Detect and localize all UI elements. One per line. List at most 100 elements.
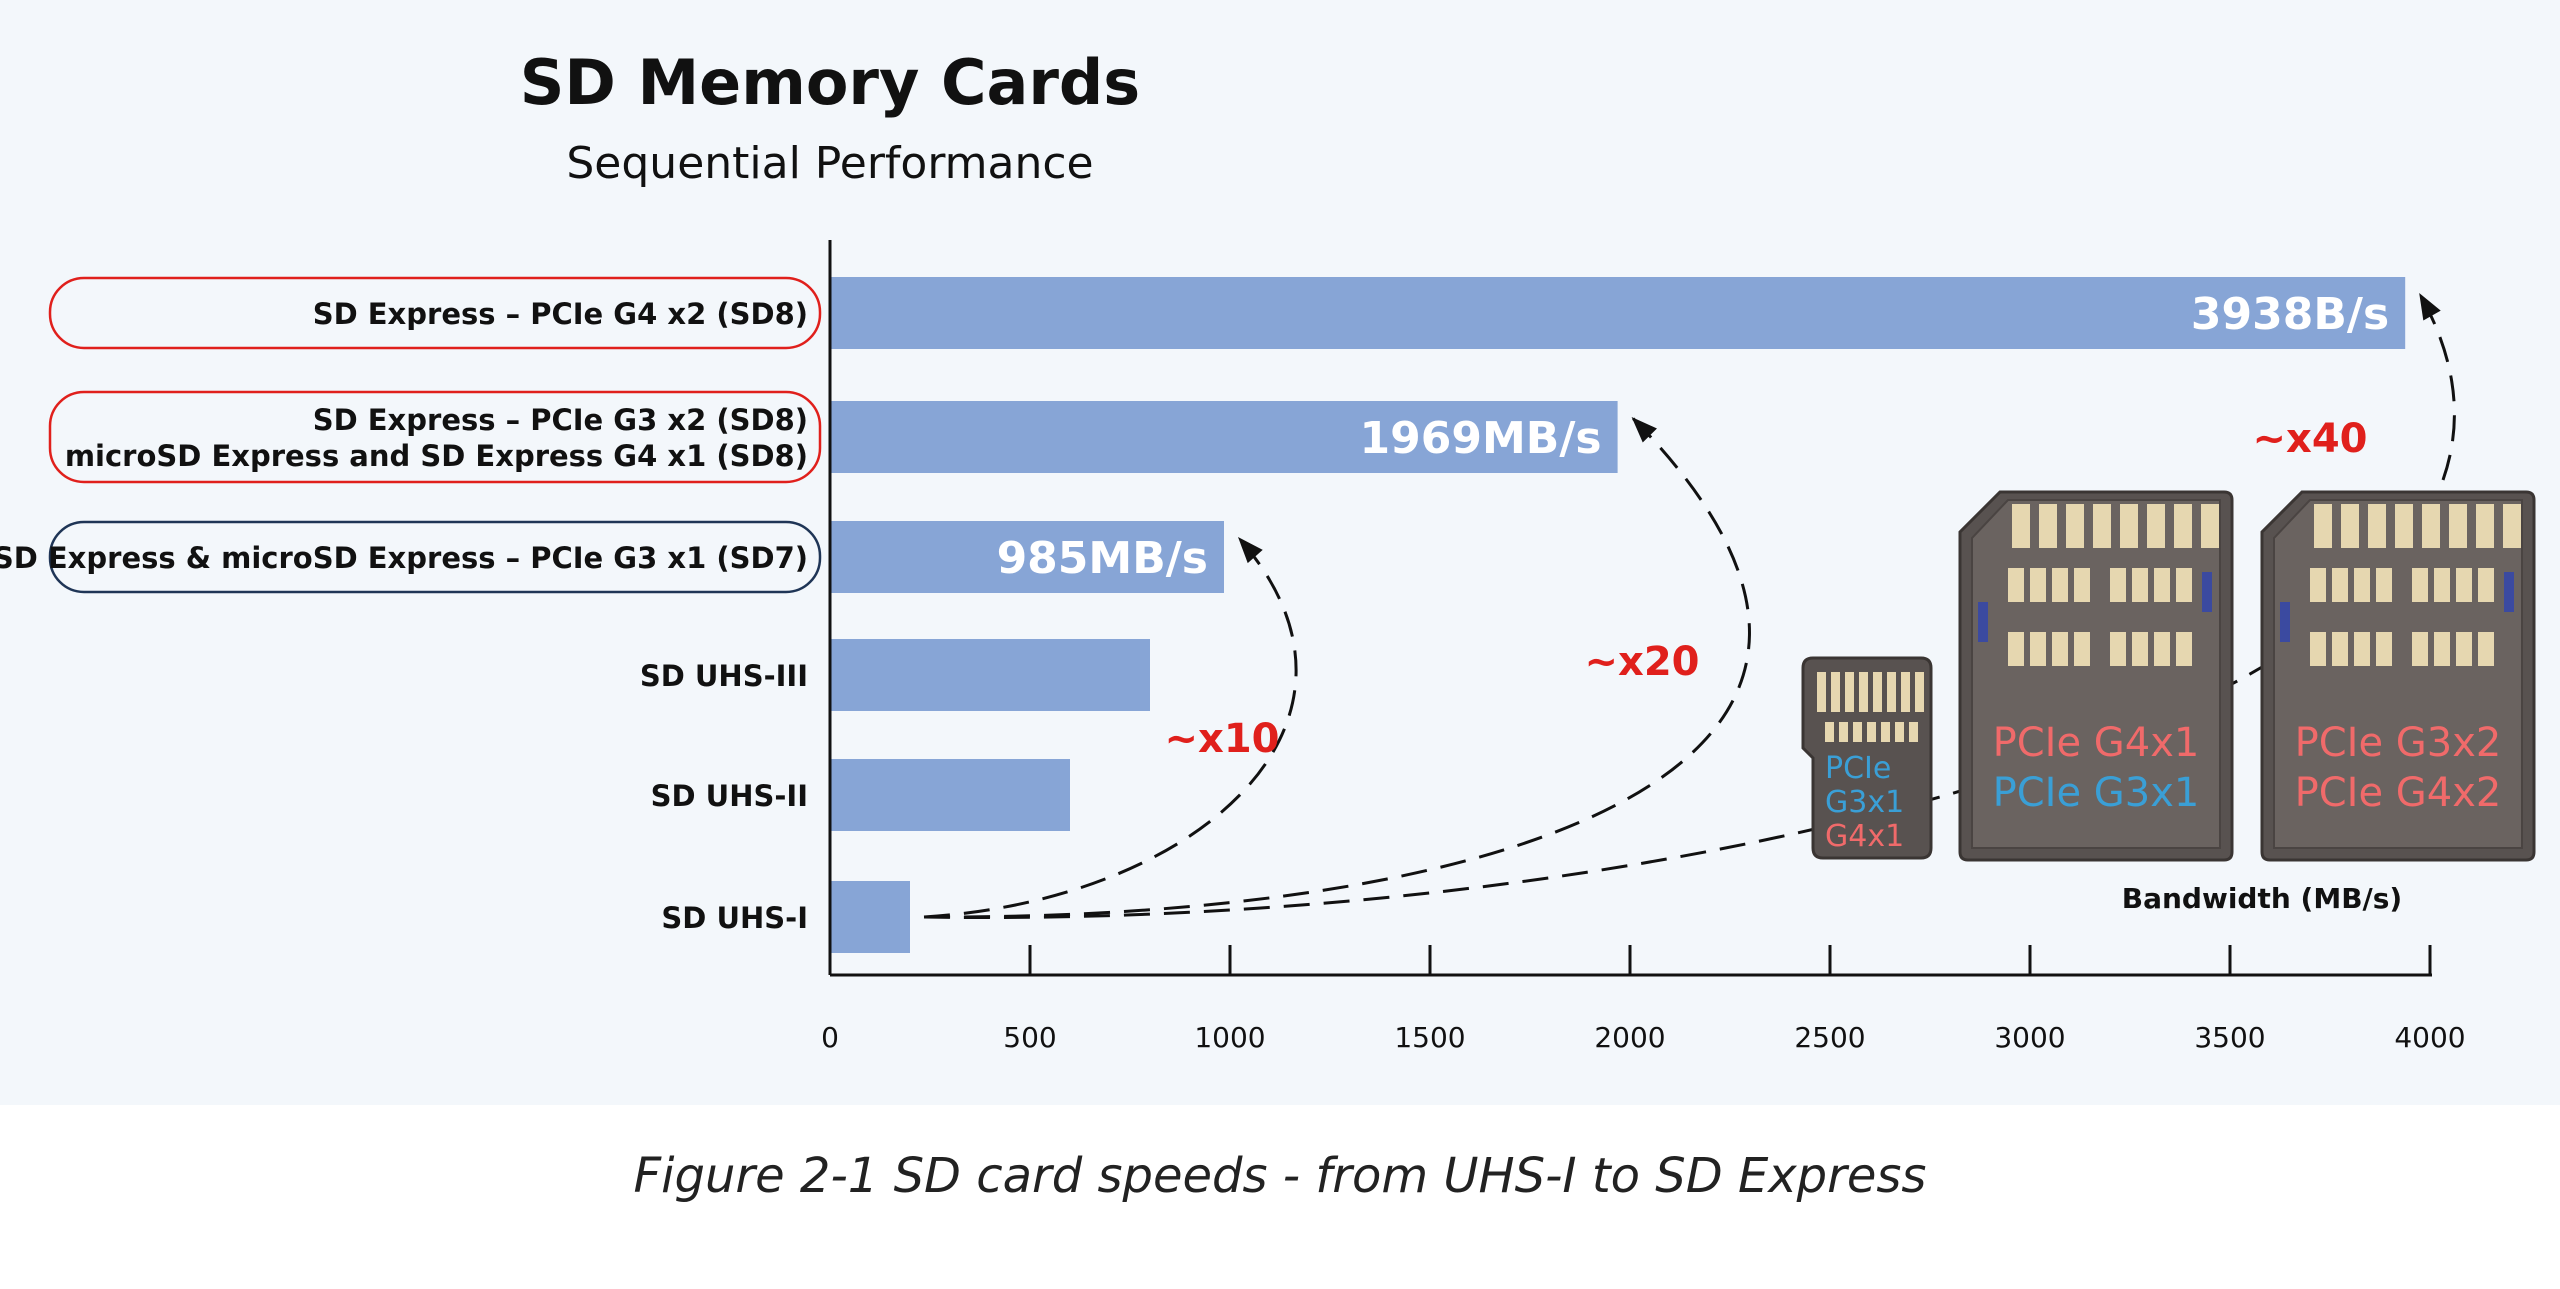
card-contact-pad — [1887, 672, 1896, 712]
card-contact-pad — [2368, 504, 2386, 548]
card-contact-pad — [2039, 504, 2057, 548]
card-contact-pad — [1831, 672, 1840, 712]
chart-title: SD Memory Cards — [520, 46, 1140, 119]
card-text: G4x1 — [1825, 819, 1904, 854]
category-box — [48, 390, 822, 484]
card-switch — [2504, 572, 2514, 612]
bar — [830, 401, 1618, 473]
annotation-x10-path — [923, 536, 1298, 919]
card-contact-pad — [2154, 632, 2170, 666]
card-contact-pad — [2434, 632, 2450, 666]
card-contact-pad — [2478, 632, 2494, 666]
card-contact-pad — [2052, 568, 2068, 602]
card-contact-pad — [2456, 632, 2472, 666]
chart-subtitle: Sequential Performance — [566, 138, 1093, 189]
card-contact-pad — [2066, 504, 2084, 548]
card-contact-pad — [2132, 568, 2148, 602]
card-contact-pad — [2008, 568, 2024, 602]
card-contact-pad — [1853, 722, 1862, 742]
card-contact-pad — [2354, 632, 2370, 666]
card-contact-pad — [2176, 568, 2192, 602]
card-contact-pad — [2332, 568, 2348, 602]
card-contact-pad — [2174, 504, 2192, 548]
card-contact-pad — [2310, 632, 2326, 666]
card-contact-pad — [2176, 632, 2192, 666]
card-contact-pad — [2449, 504, 2467, 548]
card-contact-pad — [2132, 632, 2148, 666]
category-label: SD UHS-I — [661, 901, 808, 935]
bar-chart: SD Memory Cards Sequential Performance 3… — [0, 46, 2536, 1054]
card-text: G3x1 — [1825, 785, 1904, 820]
card-contact-pad — [2110, 568, 2126, 602]
card-contact-pad — [2476, 504, 2494, 548]
x-tick-label: 3000 — [1994, 1021, 2065, 1054]
x-axis: 0 500 1000 1500 2000 2500 3000 3500 4000 — [821, 240, 2466, 1054]
card-contact-pad — [2008, 632, 2024, 666]
x-tick-label: 1000 — [1194, 1021, 1265, 1054]
chart-figure: SD Memory Cards Sequential Performance 3… — [0, 0, 2560, 1105]
card-contact-pad — [1873, 672, 1882, 712]
card-contact-pad — [2201, 504, 2219, 548]
card-contact-pad — [2412, 632, 2428, 666]
x-tick-label: 2500 — [1794, 1021, 1865, 1054]
card-contact-pad — [2154, 568, 2170, 602]
card-switch — [2280, 602, 2290, 642]
card-switch — [2202, 572, 2212, 612]
bar — [830, 639, 1150, 711]
category-label: SD UHS-II — [651, 779, 808, 813]
card-contact-pad — [1881, 722, 1890, 742]
card-contact-pad — [1825, 722, 1834, 742]
card-text: PCIe G4x2 — [2295, 770, 2502, 816]
category-box — [48, 520, 822, 594]
card-contact-pad — [2376, 632, 2392, 666]
category-labels-layer: SD Express – PCIe G4 x2 (SD8) SD Express … — [0, 276, 822, 935]
category-label: SD Express – PCIe G4 x2 (SD8) — [313, 297, 808, 331]
annotation-x10-label: ~x10 — [1165, 716, 1280, 762]
category-label: SD UHS-III — [640, 659, 808, 693]
card-contact-pad — [2030, 568, 2046, 602]
card-text: PCIe G3x2 — [2295, 720, 2502, 766]
figure-caption: Figure 2-1 SD card speeds - from UHS-I t… — [633, 1148, 1927, 1204]
card-text: PCIe G3x1 — [1993, 770, 2200, 816]
card-contact-pad — [2376, 568, 2392, 602]
x-tick-label: 2000 — [1594, 1021, 1665, 1054]
card-contact-pad — [1845, 672, 1854, 712]
bar — [830, 521, 1224, 593]
card-contact-pad — [1817, 672, 1826, 712]
card-contact-pad — [1895, 722, 1904, 742]
card-contact-pad — [1915, 672, 1924, 712]
x-tick-label: 1500 — [1394, 1021, 1465, 1054]
card-contact-pad — [2332, 632, 2348, 666]
card-contact-pad — [2012, 504, 2030, 548]
card-contact-pad — [1859, 672, 1868, 712]
card-contact-pad — [1867, 722, 1876, 742]
bars-layer: 3938B/s 1969MB/s 985MB/s — [830, 277, 2406, 953]
annotation-x40-label: ~x40 — [2253, 416, 2368, 462]
category-label: microSD Express and SD Express G4 x1 (SD… — [65, 439, 808, 473]
bar — [830, 759, 1070, 831]
x-tick-label: 4000 — [2394, 1021, 2465, 1054]
card-contact-pad — [2412, 568, 2428, 602]
x-tick-label: 3500 — [2194, 1021, 2265, 1054]
card-text: PCIe — [1825, 751, 1891, 786]
card-contact-pad — [2341, 504, 2359, 548]
bar-data-label: 1969MB/s — [1360, 413, 1602, 464]
card-contact-pad — [2120, 504, 2138, 548]
card-contact-pad — [2074, 632, 2090, 666]
annotation-x20-arrowhead — [1631, 417, 1657, 443]
card-contact-pad — [2310, 568, 2326, 602]
bar-data-label: 3938B/s — [2191, 289, 2389, 340]
category-box — [48, 276, 822, 350]
card-switch — [1978, 602, 1988, 642]
card-contact-pad — [2074, 568, 2090, 602]
card-contact-pad — [1901, 672, 1910, 712]
annotation-x10-arrowhead — [1238, 537, 1263, 564]
card-contact-pad — [2314, 504, 2332, 548]
card-contact-pad — [2422, 504, 2440, 548]
card-contact-pad — [2478, 568, 2494, 602]
bar — [830, 277, 2406, 349]
